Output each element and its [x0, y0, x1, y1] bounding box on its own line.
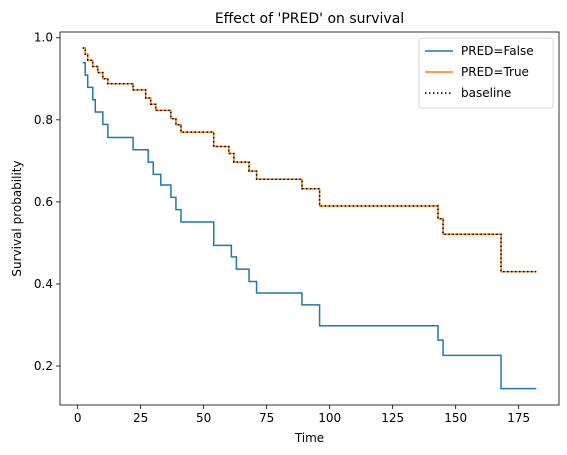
x-tick-label: 0 [74, 411, 82, 425]
x-tick-label: 50 [196, 411, 211, 425]
legend-box [418, 37, 554, 109]
y-tick-label: 1.0 [34, 31, 53, 45]
x-tick-label: 150 [444, 411, 467, 425]
series-line-baseline [82, 47, 537, 273]
chart-title: Effect of 'PRED' on survival [215, 11, 404, 27]
y-axis-label: Survival probability [10, 160, 24, 276]
x-axis-label: Time [294, 431, 324, 445]
y-tick-label: 0.8 [34, 113, 53, 127]
legend-label-pred-false: PRED=False [461, 44, 534, 58]
x-tick-label: 100 [318, 411, 341, 425]
legend-label-baseline: baseline [461, 86, 511, 100]
axes-layer: 0 25 50 75 100 125 150 175 0.2 0.4 0.6 0.8 1.0 [34, 31, 560, 425]
series-layer [82, 47, 537, 390]
y-tick-label: 0.4 [34, 277, 53, 291]
axes-frame [59, 31, 560, 406]
x-tick-label: 125 [381, 411, 404, 425]
legend: PRED=False PRED=True baseline [418, 37, 554, 109]
y-tick-label: 0.6 [34, 195, 53, 209]
x-tick-label: 25 [133, 411, 148, 425]
legend-label-pred-true: PRED=True [461, 65, 529, 79]
y-tick-label: 0.2 [34, 359, 53, 373]
series-line-pred-false [82, 62, 537, 390]
x-tick-label: 175 [507, 411, 530, 425]
x-tick-label: 75 [259, 411, 274, 425]
